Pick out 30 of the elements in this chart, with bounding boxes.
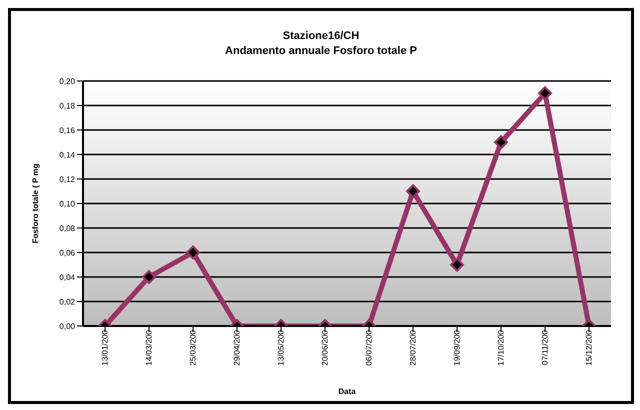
x-tick-label: 13/01/200	[100, 329, 110, 366]
x-tick-label: 19/09/200	[452, 329, 462, 366]
y-tick-label: 0,20	[59, 76, 76, 86]
y-tick-label: 0,08	[59, 224, 76, 233]
x-tick-label: 14/03/200	[144, 329, 154, 366]
y-tick-label: 0,04	[59, 272, 76, 282]
x-tick-label: 13/05/200	[276, 329, 286, 366]
y-tick-label: 0,10	[59, 199, 76, 208]
x-axis-title: Data	[338, 387, 356, 396]
y-tick-label: 0,18	[59, 101, 76, 110]
chart-title: Stazione16/CH	[282, 29, 360, 44]
chart-subtitle: Andamento annuale Fosforo totale P	[224, 44, 418, 59]
y-tick-label: 0,02	[59, 297, 76, 306]
x-tick-label: 17/10/200	[496, 329, 506, 366]
y-tick-label: 0,12	[59, 174, 76, 184]
x-tick-label: 25/03/200	[188, 329, 198, 366]
x-tick-label: 06/07/200	[364, 329, 374, 366]
point	[538, 86, 552, 100]
x-tick-label: 15/12/200	[584, 329, 594, 366]
x-tick-label: 20/06/200	[320, 329, 330, 366]
y-axis-title: Fosforo totale ( P mg	[30, 163, 40, 244]
point	[406, 184, 420, 198]
x-tick-label: 29/04/200	[232, 329, 242, 366]
y-tick-label: 0,16	[59, 126, 76, 135]
y-tick-label: 0,14	[59, 150, 76, 160]
x-tick-label: 07/11/200	[540, 329, 550, 365]
y-tick-label: 0,00	[59, 322, 76, 331]
x-tick-label: 28/07/200	[408, 329, 418, 366]
point	[494, 135, 508, 150]
y-tick-label: 0,06	[59, 248, 76, 258]
